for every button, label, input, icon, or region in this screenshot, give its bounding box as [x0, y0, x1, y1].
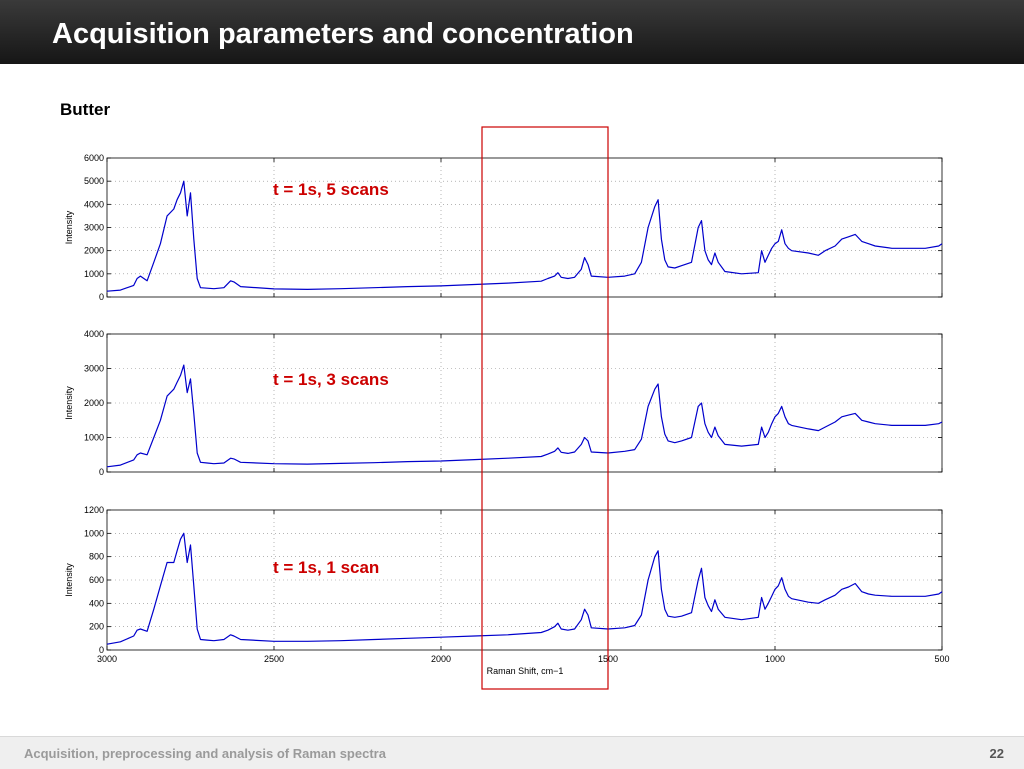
y-tick-label: 2000: [84, 398, 104, 408]
spectrum-panel-2: 0 1000 2000 3000 4000 Intensity t = 1s, 3 scan…: [64, 329, 943, 477]
scan-annotation: t = 1s, 3 scans: [273, 370, 389, 389]
y-tick-label: 600: [89, 575, 104, 585]
footer-bar: Acquisition, preprocessing and analysis …: [0, 736, 1024, 769]
x-axis-label: Raman Shift, cm−1: [487, 666, 564, 676]
spectrum-panel-1: 0 1000 2000 3000 4000 5000 6000 Intensity t = 1s…: [64, 153, 943, 302]
y-tick-label: 200: [89, 622, 104, 632]
y-tick-label: 400: [89, 598, 104, 608]
plot-frame: [106, 157, 943, 298]
y-tick-label: 1000: [84, 528, 104, 538]
spectrum-line: [106, 532, 943, 645]
y-tick-label: 0: [99, 292, 104, 302]
y-tick-label: 1000: [84, 433, 104, 443]
slide-title: Acquisition parameters and concentration: [52, 18, 634, 50]
y-tick-label: 2000: [84, 246, 104, 256]
x-tick-label: 2500: [264, 654, 284, 664]
y-tick-label: 0: [99, 645, 104, 655]
scan-annotation: t = 1s, 5 scans: [273, 180, 389, 199]
spectrum-line: [106, 180, 943, 292]
spectrum-line: [106, 364, 943, 468]
y-axis-label: Intensity: [64, 210, 74, 244]
x-tick-label: 2000: [431, 654, 451, 664]
x-tick-label: 1000: [765, 654, 785, 664]
plot-frame: [106, 333, 943, 473]
spectrum-panel-3: 0 200 400 600 800 1000 1200 Intensity 3000 2500 20…: [64, 505, 950, 676]
y-axis-label: Intensity: [64, 563, 74, 597]
y-tick-label: 4000: [84, 199, 104, 209]
y-tick-label: 6000: [84, 153, 104, 163]
footer-text: Acquisition, preprocessing and analysis …: [24, 746, 386, 761]
x-tick-label: 500: [934, 654, 949, 664]
y-tick-label: 3000: [84, 364, 104, 374]
y-tick-label: 1200: [84, 505, 104, 515]
page-number: 22: [989, 746, 1004, 761]
y-tick-label: 4000: [84, 329, 104, 339]
title-bar: Acquisition parameters and concentration: [0, 0, 1024, 64]
y-tick-label: 3000: [84, 223, 104, 233]
y-tick-label: 800: [89, 552, 104, 562]
x-tick-label: 3000: [97, 654, 117, 664]
y-tick-label: 5000: [84, 176, 104, 186]
y-axis-label: Intensity: [64, 386, 74, 420]
highlight-region-box: [481, 126, 609, 690]
y-tick-label: 1000: [84, 269, 104, 279]
slide-subtitle: Butter: [60, 100, 111, 119]
plot-frame: [106, 509, 943, 651]
y-tick-label: 0: [99, 467, 104, 477]
scan-annotation: t = 1s, 1 scan: [273, 558, 379, 577]
